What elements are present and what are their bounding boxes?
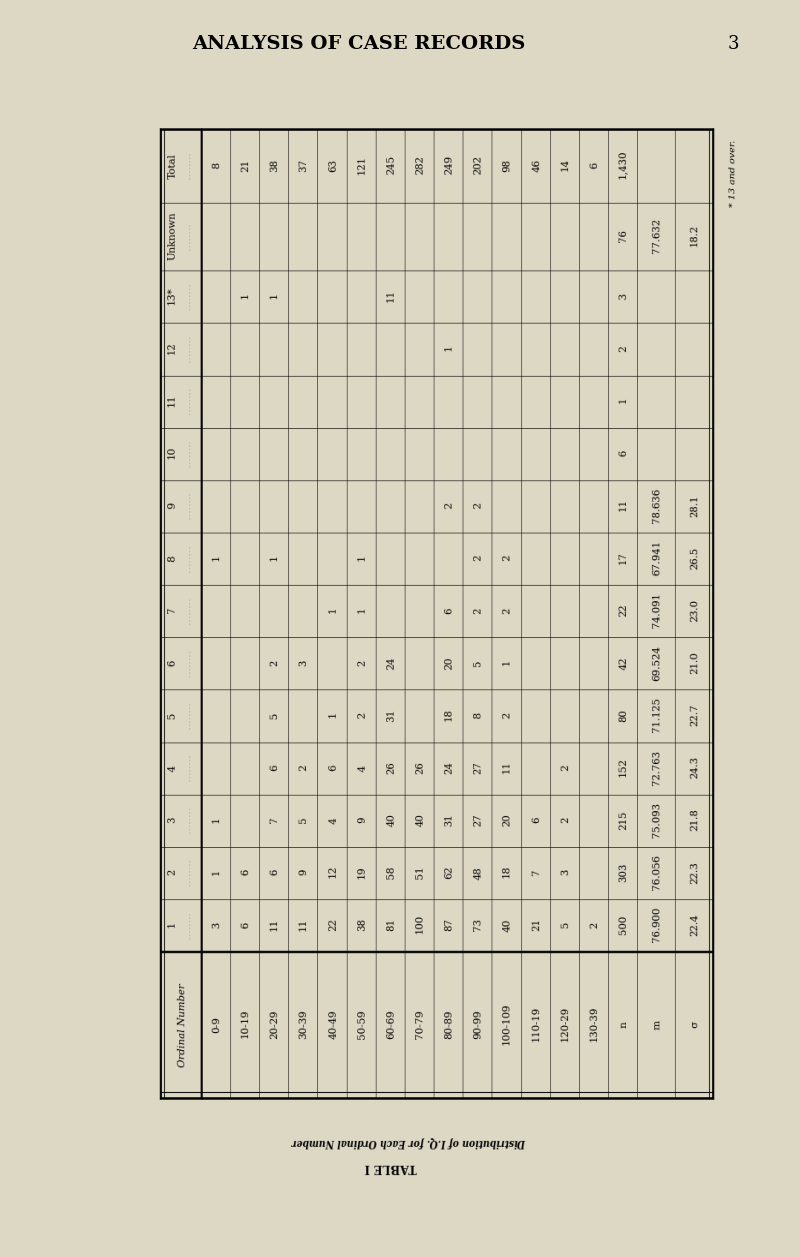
Text: 3: 3 [728, 35, 739, 53]
Text: ANALYSIS OF CASE RECORDS: ANALYSIS OF CASE RECORDS [192, 35, 526, 53]
